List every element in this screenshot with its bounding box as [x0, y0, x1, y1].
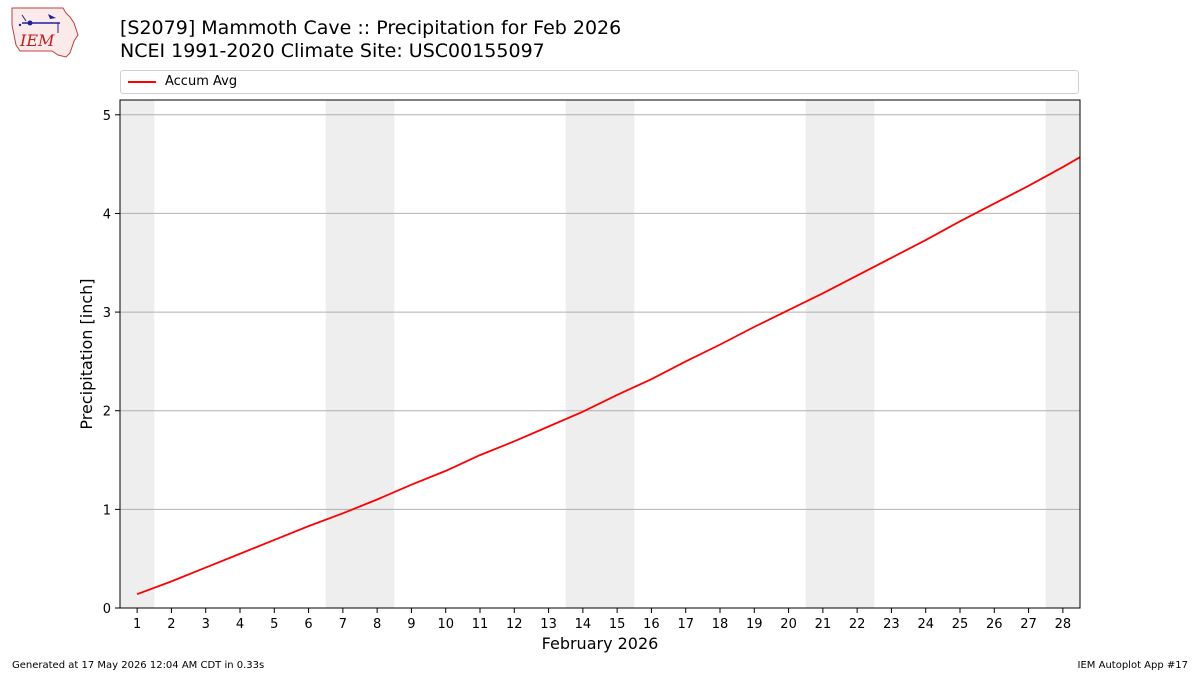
x-tick-label: 20	[780, 617, 797, 632]
x-tick-label: 5	[270, 617, 278, 632]
plot-frame	[119, 99, 1081, 609]
legend-line-swatch	[128, 81, 156, 83]
x-tick-label: 7	[339, 617, 347, 632]
x-tick-label: 9	[407, 617, 415, 632]
chart-title: [S2079] Mammoth Cave :: Precipitation fo…	[120, 17, 622, 39]
x-tick-label: 21	[815, 617, 832, 632]
x-tick-label: 28	[1055, 617, 1072, 632]
x-tick-label: 23	[883, 617, 900, 632]
y-tick-label: 1	[103, 503, 111, 518]
x-tick-label: 18	[712, 617, 729, 632]
weekend-band	[565, 100, 635, 608]
x-tick-label: 1	[133, 617, 141, 632]
footer-app-text: IEM Autoplot App #17	[1077, 660, 1188, 671]
footer-generated-text: Generated at 17 May 2026 12:04 AM CDT in…	[12, 660, 265, 671]
x-tick-label: 8	[373, 617, 381, 632]
x-tick-label: 14	[575, 617, 592, 632]
x-tick-label: 12	[506, 617, 523, 632]
weekend-band	[120, 100, 155, 608]
x-tick-label: 13	[540, 617, 557, 632]
x-tick-label: 4	[236, 617, 244, 632]
x-tick-label: 6	[304, 617, 312, 632]
x-tick-label: 3	[202, 617, 210, 632]
series-line-accum-avg	[136, 156, 1081, 596]
weekend-band	[1045, 100, 1080, 608]
x-tick-label: 22	[849, 617, 866, 632]
y-tick-label: 2	[103, 405, 111, 420]
x-tick-label: 15	[609, 617, 626, 632]
x-axis-label: February 2026	[542, 634, 659, 653]
x-tick-label: 27	[1020, 617, 1037, 632]
logo-text: IEM	[19, 31, 55, 50]
y-tick-label: 3	[103, 306, 111, 321]
x-tick-label: 24	[917, 617, 934, 632]
weekend-band	[325, 100, 395, 608]
y-tick-label: 0	[103, 602, 111, 617]
weekend-band	[805, 100, 875, 608]
chart-legend: Accum Avg	[120, 70, 1079, 94]
plot-area	[120, 100, 1080, 608]
x-tick-label: 2	[167, 617, 175, 632]
y-tick-label: 5	[103, 109, 111, 124]
x-tick-label: 19	[746, 617, 763, 632]
y-axis-label: Precipitation [inch]	[77, 278, 96, 429]
x-tick-label: 16	[643, 617, 660, 632]
legend-label: Accum Avg	[165, 74, 238, 89]
chart-subtitle: NCEI 1991-2020 Climate Site: USC00155097	[120, 40, 545, 62]
x-tick-label: 10	[437, 617, 454, 632]
iem-logo: IEM	[11, 7, 79, 58]
x-tick-label: 26	[986, 617, 1003, 632]
x-tick-label: 17	[677, 617, 694, 632]
x-tick-label: 11	[472, 617, 489, 632]
x-tick-label: 25	[952, 617, 969, 632]
y-tick-label: 4	[103, 207, 111, 222]
